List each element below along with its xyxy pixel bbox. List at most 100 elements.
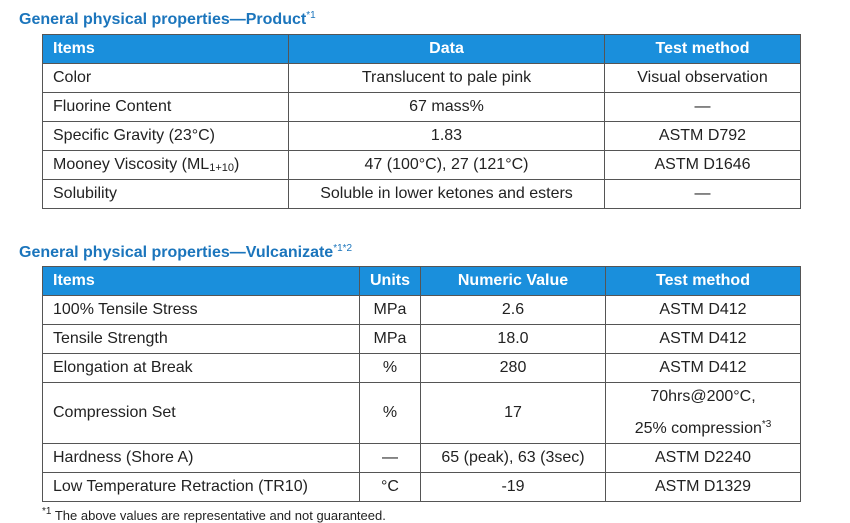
table-cell: °C (359, 472, 421, 502)
cell-text: Color (53, 69, 92, 86)
cell-text: 47 (100°C), 27 (121°C) (364, 156, 529, 173)
title-text: General physical properties—Vulcanizate (19, 244, 334, 261)
cell-text: % (382, 404, 398, 421)
table-cell: Low Temperature Retraction (TR10) (42, 472, 360, 502)
table-cell: Tensile Strength (42, 324, 360, 354)
cell-text: -19 (501, 478, 525, 495)
cell-line: 25% compression*3 (606, 411, 800, 443)
cell-text: 18.0 (497, 330, 529, 347)
table-cell: Color (42, 63, 289, 93)
table-cell: MPa (359, 295, 421, 325)
table-row: Solubility Soluble in lower ketones and e… (42, 179, 801, 209)
cell-text: — (382, 449, 398, 466)
table-cell: ASTM D2240 (605, 443, 801, 473)
table-cell: ASTM D1329 (605, 472, 801, 502)
table-cell: Solubility (42, 179, 289, 209)
cell-text: — (694, 98, 711, 115)
table-cell: 1.83 (288, 121, 605, 151)
cell-text: 100% Tensile Stress (53, 301, 198, 318)
table-row: Mooney Viscosity (ML1+10) 47 (100°C), 27 … (42, 150, 801, 180)
cell-text: 280 (499, 359, 527, 376)
table-row: Compression Set% 17 70hrs@200°C, 25% compre… (42, 382, 801, 444)
table-row: 100% Tensile Stress MPa 2.6 ASTM D412 (42, 295, 801, 325)
table: Items Data Test method Color Translucent to … (42, 34, 801, 209)
table-cell: Translucent to pale pink (288, 63, 605, 93)
table-cell: ASTM D1646 (604, 150, 801, 180)
table-row: Elongation at Break% 280 ASTM D412 (42, 353, 801, 383)
cell-text: ASTM D1329 (654, 478, 752, 495)
header-cell: Units (359, 266, 421, 296)
table-cell: ASTM D792 (604, 121, 801, 151)
cell-text: ASTM D412 (659, 301, 747, 318)
table-cell: — (359, 443, 421, 473)
cell-text: ) (233, 156, 240, 173)
cell-text: 1.83 (430, 127, 463, 144)
footnote-mark: *1 (42, 506, 52, 517)
section-title: General physical properties—Product*1 (19, 10, 316, 29)
cell-text: Solubility (53, 185, 118, 202)
header-cell: Items (42, 34, 289, 64)
cell-text: ASTM D2240 (654, 449, 752, 466)
cell-text: Visual observation (637, 69, 768, 86)
cell-text: ASTM D1646 (654, 156, 751, 173)
cell-note: *3 (761, 419, 772, 430)
table-row: Low Temperature Retraction (TR10) °C -19 AS… (42, 472, 801, 502)
cell-text: °C (381, 478, 399, 495)
cell-text: Mooney Viscosity (ML (53, 156, 210, 173)
section-title: General physical properties—Vulcanizate*… (19, 243, 352, 262)
cell-text: ASTM D412 (659, 359, 747, 376)
table: Items Units Numeric Value Test method 100% T… (42, 266, 801, 502)
header-cell: Test method (605, 266, 801, 296)
table-cell: Specific Gravity (23°C) (42, 121, 289, 151)
cell-text: Compression Set (53, 404, 176, 421)
header-row: Items Data Test method (42, 34, 801, 64)
cell-text: ASTM D412 (659, 330, 747, 347)
table-cell: 70hrs@200°C, 25% compression*3 (605, 382, 801, 444)
table-cell: 65 (peak), 63 (3sec) (420, 443, 606, 473)
cell-text: Soluble in lower ketones and esters (320, 185, 573, 202)
cell-text: Hardness (Shore A) (53, 449, 194, 466)
table-row: Fluorine Content 67 mass% — (42, 92, 801, 122)
table-row: Specific Gravity (23°C) 1.83 ASTM D792 (42, 121, 801, 151)
title-note: *1 (306, 10, 316, 21)
table-cell: — (604, 179, 801, 209)
cell-text: 65 (peak), 63 (3sec) (441, 449, 585, 466)
table-row: Color Translucent to pale pink Visual obse… (42, 63, 801, 93)
cell-text: — (694, 185, 711, 202)
table-cell: — (604, 92, 801, 122)
table-cell: % (359, 382, 421, 444)
table-cell: ASTM D412 (605, 353, 801, 383)
header-row: Items Units Numeric Value Test method (42, 266, 801, 296)
cell-text: MPa (373, 301, 407, 318)
cell-text: 25% compression (634, 420, 762, 437)
table-cell: 67 mass% (288, 92, 605, 122)
cell-subscript: 1+10 (209, 162, 234, 174)
table-cell: Fluorine Content (42, 92, 289, 122)
cell-text: Specific Gravity (23°C) (53, 127, 215, 144)
cell-text: Translucent to pale pink (361, 69, 532, 86)
table-cell: Elongation at Break (42, 353, 360, 383)
table-cell: Visual observation (604, 63, 801, 93)
cell-text: 17 (504, 404, 522, 421)
footnote-text: The above values are representative and … (54, 508, 386, 523)
table-cell: MPa (359, 324, 421, 354)
table-cell: Soluble in lower ketones and esters (288, 179, 605, 209)
table-cell: Mooney Viscosity (ML1+10) (42, 150, 289, 180)
cell-text: ASTM D792 (658, 127, 747, 144)
cell-text: 67 mass% (409, 98, 484, 115)
table-cell: -19 (420, 472, 606, 502)
cell-text: Tensile Strength (53, 330, 168, 347)
header-cell: Test method (604, 34, 801, 64)
footnote: *1 The above values are representative a… (42, 506, 386, 523)
table-cell: % (359, 353, 421, 383)
table-cell: 47 (100°C), 27 (121°C) (288, 150, 605, 180)
cell-line: 70hrs@200°C, (650, 388, 756, 405)
table-cell: 100% Tensile Stress (42, 295, 360, 325)
cell-text: % (382, 359, 398, 376)
cell-text: Fluorine Content (53, 98, 172, 115)
table-cell: 18.0 (420, 324, 606, 354)
table-row: Tensile Strength MPa 18.0 ASTM D412 (42, 324, 801, 354)
cell-text: MPa (373, 330, 407, 347)
table-cell: Compression Set (42, 382, 360, 444)
header-cell: Numeric Value (420, 266, 606, 296)
